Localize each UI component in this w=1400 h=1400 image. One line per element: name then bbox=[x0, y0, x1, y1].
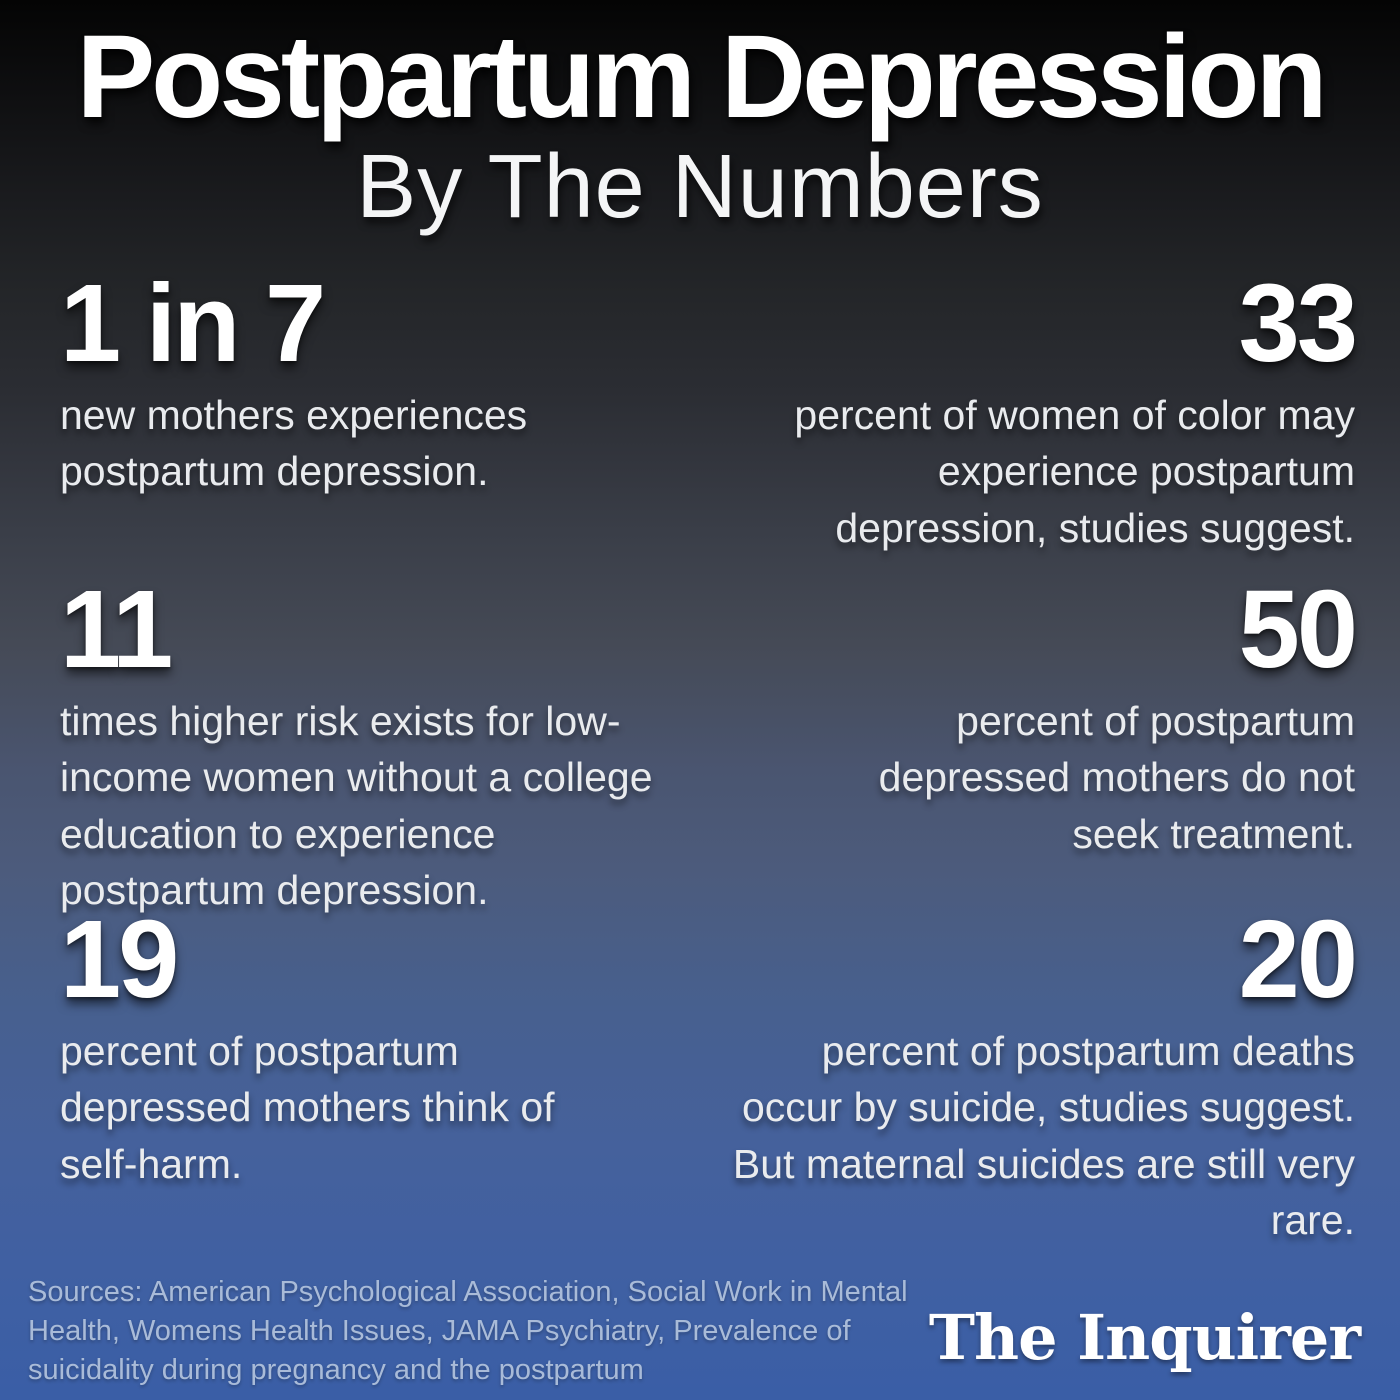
stat-number: 20 bbox=[1238, 898, 1358, 1021]
sources-text: Sources: American Psychological Associat… bbox=[28, 1276, 908, 1387]
page-subtitle: By The Numbers bbox=[356, 136, 1044, 237]
stat-33-percent: 33 percent of women of color may experie… bbox=[730, 262, 1358, 556]
stat-number: 33 bbox=[1238, 262, 1358, 385]
stat-20-percent: 20 percent of postpartum deaths occur by… bbox=[730, 898, 1358, 1249]
inquirer-logo: The Inquirer bbox=[928, 1301, 1361, 1374]
stat-description: new mothers experiences postpartum depre… bbox=[60, 391, 528, 495]
stat-description: percent of women of color may experience… bbox=[794, 391, 1355, 551]
page-title: Postpartum Depression bbox=[76, 11, 1327, 143]
stat-description: percent of postpartum depressed mothers … bbox=[878, 697, 1355, 857]
stat-number: 50 bbox=[1238, 568, 1358, 691]
stat-number: 11 bbox=[60, 568, 173, 691]
stat-11-times: 11 times higher risk exists for low-inco… bbox=[60, 568, 700, 919]
stat-1-in-7: 1 in 7 new mothers experiences postpartu… bbox=[60, 262, 640, 500]
stat-19-percent: 19 percent of postpartum depressed mothe… bbox=[60, 898, 640, 1192]
stat-50-percent: 50 percent of postpartum depressed mothe… bbox=[795, 568, 1358, 862]
stat-description: percent of postpartum deaths occur by su… bbox=[732, 1027, 1355, 1244]
stat-number: 19 bbox=[60, 898, 179, 1021]
stat-description: percent of postpartum depressed mothers … bbox=[60, 1027, 555, 1187]
header: Postpartum Depression By The Numbers bbox=[0, 0, 1400, 232]
stat-number: 1 in 7 bbox=[60, 262, 326, 385]
stat-description: times higher risk exists for low-income … bbox=[60, 697, 653, 914]
